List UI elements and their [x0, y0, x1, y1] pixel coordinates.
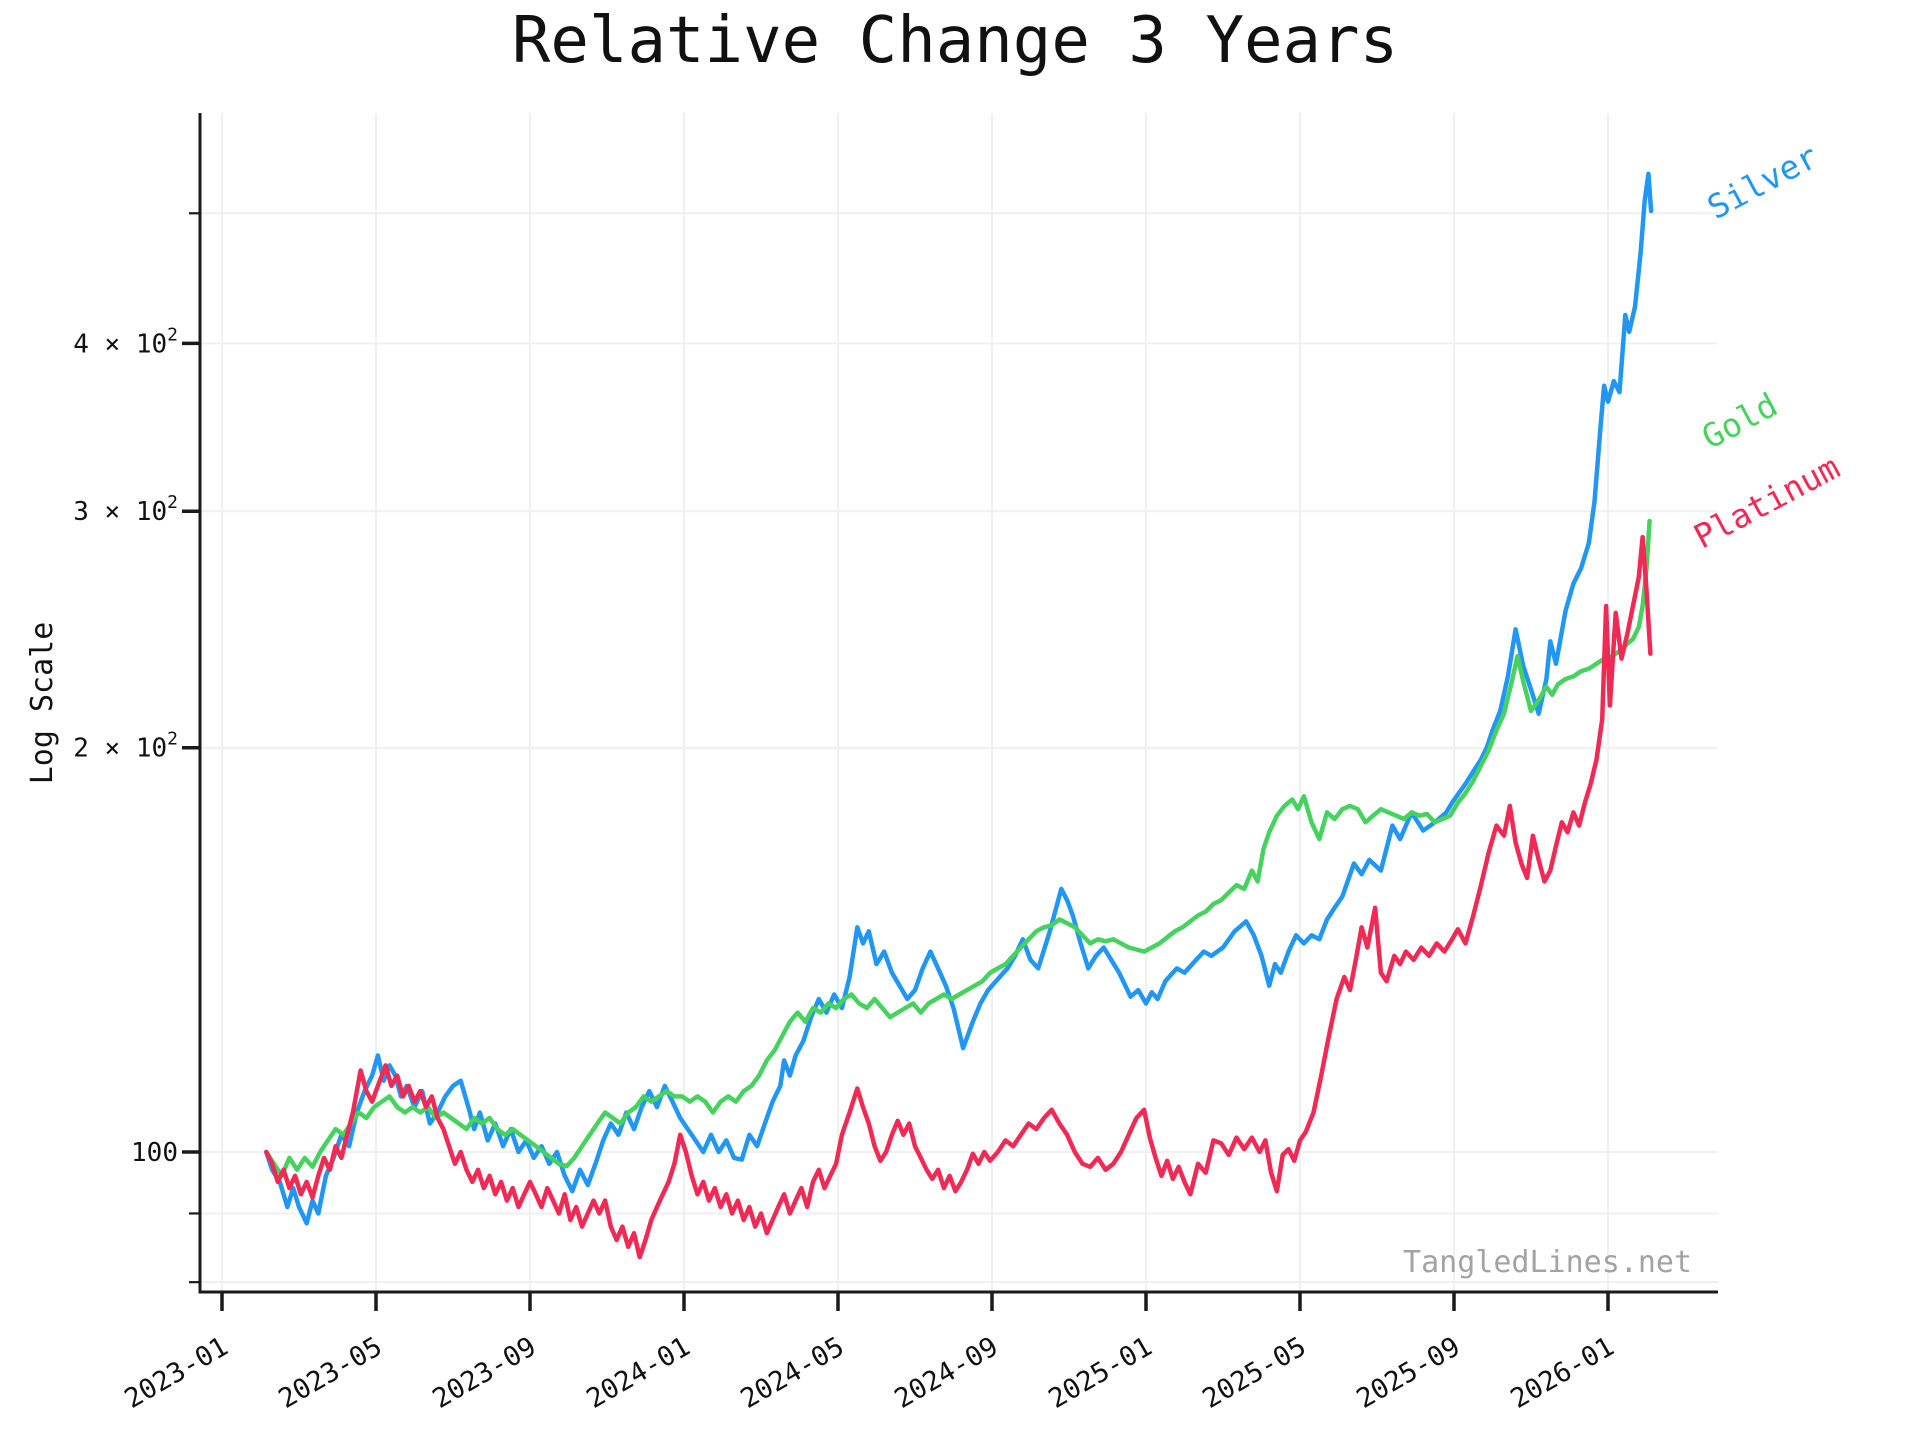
x-tick-label: 2025-01: [1043, 1331, 1157, 1415]
x-tick-label: 2023-09: [427, 1331, 541, 1415]
x-tick-label: 2024-09: [889, 1331, 1003, 1415]
x-tick-label: 2024-05: [735, 1331, 849, 1415]
x-tick-label: 2023-05: [273, 1331, 387, 1415]
y-tick-label: 3 × 102: [73, 492, 178, 527]
legend-label-silver: Silver: [1701, 137, 1825, 227]
x-tick-label: 2025-05: [1197, 1331, 1311, 1415]
series-line-silver: [264, 171, 1654, 1226]
axes-layer: 2023-01 2023-05 2023-09 2024-01 2024-05 2024-…: [73, 113, 1718, 1415]
x-tick-label: 2023-01: [119, 1331, 233, 1415]
x-tick-label: 2025-09: [1351, 1331, 1465, 1415]
series-line-platinum: [264, 534, 1653, 1260]
y-tick-label: 4 × 102: [73, 324, 178, 359]
series-line-gold: [264, 518, 1652, 1179]
gridlines-layer: [200, 113, 1718, 1292]
watermark: TangledLines.net: [1403, 1245, 1692, 1280]
y-axis-label: Log Scale: [25, 622, 60, 785]
y-tick-label: 100: [131, 1138, 178, 1168]
series-lines-layer: [264, 171, 1654, 1260]
legend-label-platinum: Platinum: [1687, 447, 1846, 556]
y-tick-label: 2 × 102: [73, 729, 178, 764]
x-tick-label: 2024-01: [581, 1331, 695, 1415]
chart-title: Relative Change 3 Years: [512, 4, 1398, 78]
x-tick-label: 2026-01: [1505, 1331, 1619, 1415]
legend-label-gold: Gold: [1695, 385, 1783, 457]
